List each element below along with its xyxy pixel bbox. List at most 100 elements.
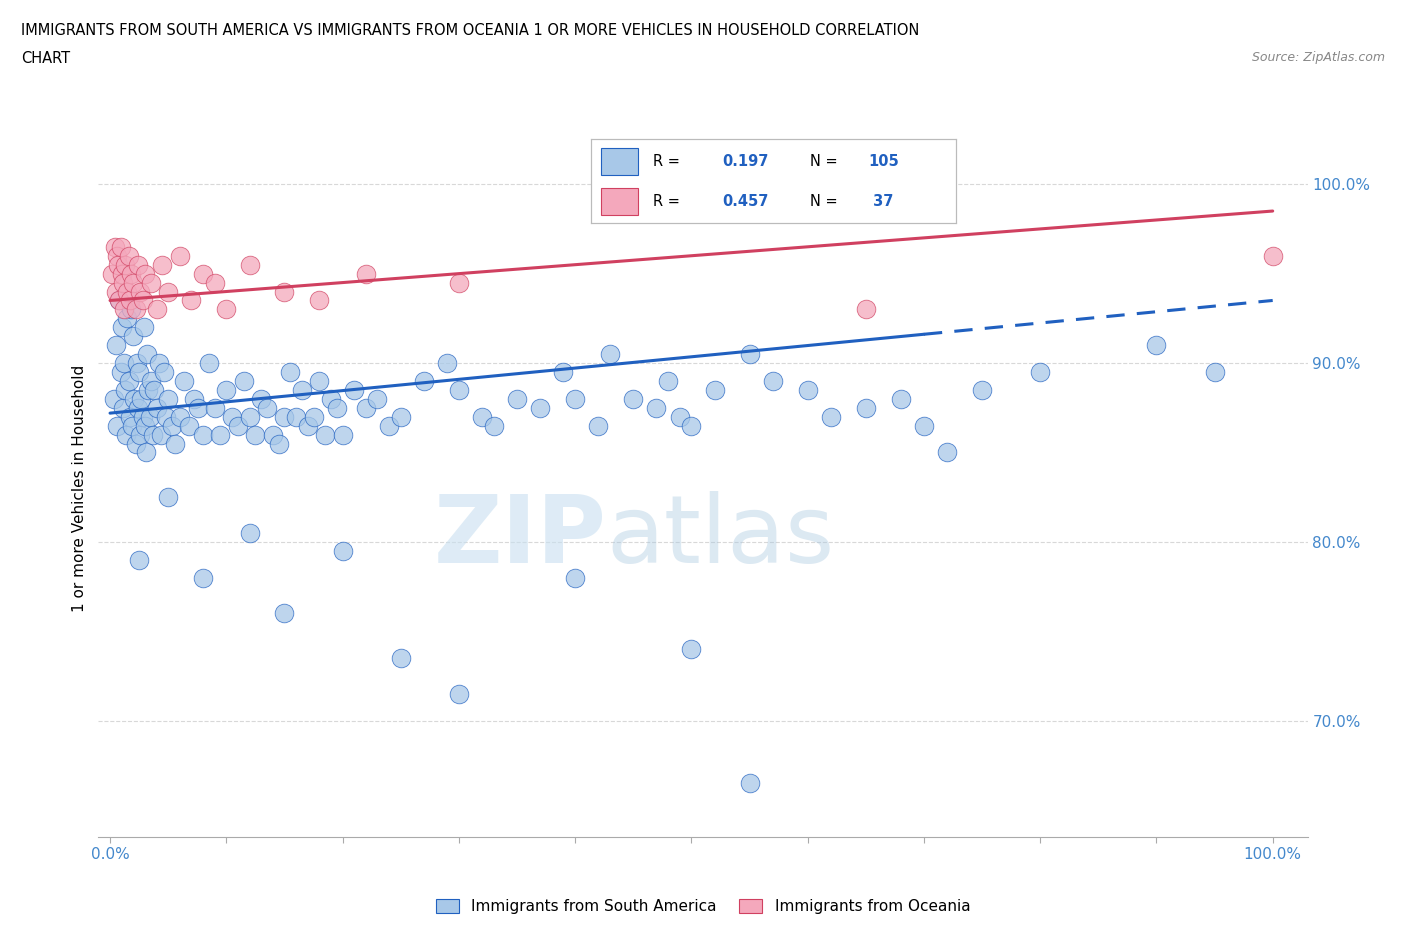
Point	[413, 374, 436, 389]
Point	[936, 445, 959, 460]
Text: Source: ZipAtlas.com: Source: ZipAtlas.com	[1251, 51, 1385, 64]
Point	[152, 365, 174, 379]
Point	[855, 400, 877, 415]
Point	[668, 409, 690, 424]
FancyBboxPatch shape	[602, 188, 638, 215]
Point	[111, 266, 134, 281]
Point	[121, 418, 143, 433]
Point	[250, 392, 273, 406]
Point	[1144, 338, 1167, 352]
Point	[703, 382, 725, 397]
Point	[564, 392, 586, 406]
Point	[111, 320, 134, 335]
Point	[114, 258, 136, 272]
Point	[273, 409, 295, 424]
Point	[343, 382, 366, 397]
Point	[308, 293, 330, 308]
Point	[297, 418, 319, 433]
Point	[150, 427, 173, 442]
Point	[239, 409, 262, 424]
Point	[145, 302, 167, 317]
Point	[621, 392, 644, 406]
Point	[127, 258, 149, 272]
Point	[114, 382, 136, 397]
Point	[104, 239, 127, 254]
Point	[124, 392, 146, 406]
Point	[553, 365, 575, 379]
Point	[148, 355, 170, 370]
Point	[215, 382, 238, 397]
Point	[108, 293, 131, 308]
Legend: Immigrants from South America, Immigrants from Oceania: Immigrants from South America, Immigrant…	[430, 893, 976, 920]
Point	[122, 275, 145, 290]
Point	[112, 355, 135, 370]
Point	[970, 382, 993, 397]
Text: 0.197: 0.197	[723, 153, 769, 168]
Text: IMMIGRANTS FROM SOUTH AMERICA VS IMMIGRANTS FROM OCEANIA 1 OR MORE VEHICLES IN H: IMMIGRANTS FROM SOUTH AMERICA VS IMMIGRA…	[21, 23, 920, 38]
Point	[183, 392, 205, 406]
Point	[378, 418, 401, 433]
Point	[529, 400, 551, 415]
Point	[143, 382, 166, 397]
Point	[138, 382, 160, 397]
Point	[332, 427, 354, 442]
Point	[326, 400, 349, 415]
Point	[471, 409, 494, 424]
Point	[564, 570, 586, 585]
Text: R =: R =	[652, 194, 679, 209]
Point	[142, 427, 165, 442]
Point	[319, 392, 342, 406]
Point	[107, 258, 129, 272]
Point	[366, 392, 388, 406]
Point	[134, 266, 156, 281]
Point	[120, 266, 142, 281]
Point	[314, 427, 336, 442]
Point	[447, 275, 470, 290]
Point	[191, 266, 214, 281]
Point	[173, 374, 195, 389]
Point	[120, 302, 142, 317]
Point	[215, 302, 238, 317]
Point	[105, 418, 128, 433]
Point	[127, 400, 149, 415]
Point	[101, 266, 124, 281]
Point	[285, 409, 308, 424]
Point	[245, 427, 267, 442]
Y-axis label: 1 or more Vehicles in Household: 1 or more Vehicles in Household	[72, 365, 87, 612]
Text: R =: R =	[652, 153, 679, 168]
Point	[145, 400, 167, 415]
Point	[110, 239, 132, 254]
Text: 37: 37	[869, 194, 894, 209]
Point	[273, 606, 295, 621]
Point	[117, 284, 139, 299]
Point	[117, 311, 139, 325]
Point	[150, 258, 173, 272]
Point	[132, 320, 155, 335]
Point	[125, 355, 148, 370]
Point	[118, 293, 141, 308]
Point	[131, 409, 153, 424]
Point	[506, 392, 529, 406]
Point	[389, 651, 412, 666]
Point	[221, 409, 243, 424]
Text: 0.457: 0.457	[723, 194, 769, 209]
Point	[762, 374, 785, 389]
Point	[138, 409, 160, 424]
Point	[890, 392, 912, 406]
Point	[110, 365, 132, 379]
Point	[278, 365, 301, 379]
Text: N =: N =	[810, 194, 838, 209]
Point	[155, 409, 177, 424]
Point	[308, 374, 330, 389]
Text: ZIP: ZIP	[433, 491, 606, 583]
Point	[191, 570, 214, 585]
Point	[1204, 365, 1226, 379]
Point	[657, 374, 679, 389]
Point	[118, 409, 141, 424]
Point	[599, 347, 621, 362]
Point	[447, 686, 470, 701]
Point	[209, 427, 232, 442]
Point	[232, 374, 254, 389]
FancyBboxPatch shape	[602, 148, 638, 175]
Point	[389, 409, 412, 424]
